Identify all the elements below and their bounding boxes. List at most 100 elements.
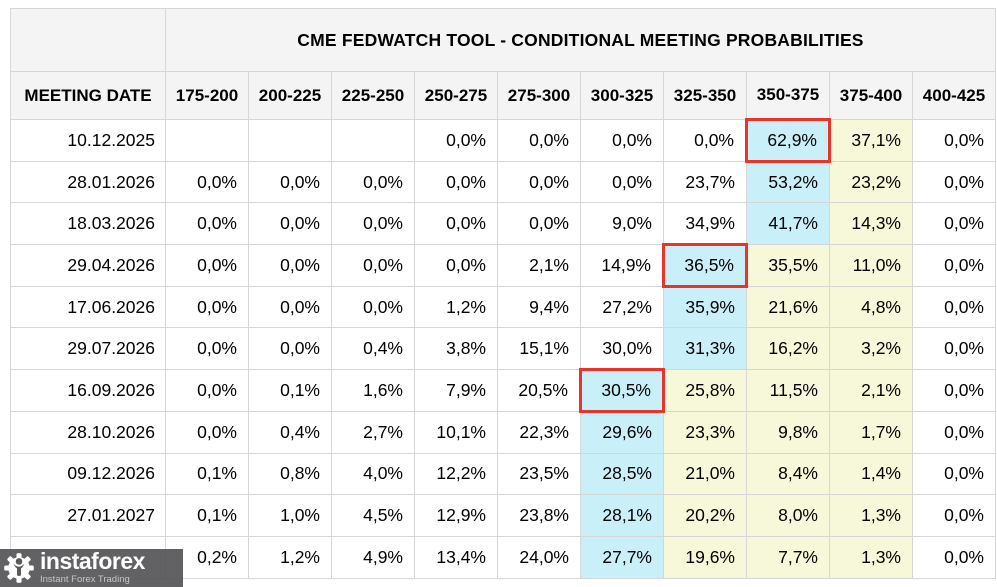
prob-cell-250-275: 0,0% <box>414 202 498 246</box>
column-header-8: 350-375 <box>746 71 830 120</box>
prob-cell-275-300: 2,1% <box>497 244 581 287</box>
prob-cell-200-225: 1,0% <box>248 494 332 537</box>
column-header-7: 325-350 <box>663 71 747 120</box>
prob-cell-250-275: 7,9% <box>414 369 498 412</box>
prob-cell-275-300: 15,1% <box>497 327 581 371</box>
table-row: 29.07.2026 0,0% 0,0% 0,4% 3,8% 15,1% 30,0% 31,3… <box>10 327 996 371</box>
prob-cell-400-425: 0,0% <box>912 160 996 204</box>
prob-cell-275-300: 23,5% <box>497 452 581 496</box>
prob-cell-175-200: 0,1% <box>165 452 249 496</box>
prob-cell-200-225: 0,4% <box>248 410 332 454</box>
prob-cell-375-400: 11,0% <box>829 244 913 287</box>
prob-cell-175-200: 0,0% <box>165 369 249 412</box>
prob-cell-325-350: 19,6% <box>663 535 747 579</box>
column-header-6: 300-325 <box>580 71 664 120</box>
page-title: CME FEDWATCH TOOL - CONDITIONAL MEETING … <box>165 8 996 72</box>
prob-cell-400-425: 0,0% <box>912 452 996 496</box>
prob-cell-250-275: 0,0% <box>414 119 498 162</box>
prob-cell-200-225: 0,0% <box>248 244 332 287</box>
prob-cell-325-350: 21,0% <box>663 452 747 496</box>
prob-cell-250-275: 13,4% <box>414 535 498 579</box>
table-row: 29.04.2026 0,0% 0,0% 0,0% 0,0% 2,1% 14,9% 36,5%… <box>10 243 996 288</box>
prob-cell-400-425: 0,0% <box>912 285 996 329</box>
prob-cell-375-400: 23,2% <box>829 160 913 204</box>
prob-cell-350-375: 16,2% <box>746 327 830 371</box>
prob-cell-200-225: 0,0% <box>248 202 332 246</box>
prob-cell-350-375: 7,7% <box>746 535 830 579</box>
meeting-date-cell: 28.01.2026 <box>10 160 166 204</box>
prob-cell-225-250: 4,5% <box>331 494 415 537</box>
prob-cell-300-325: 28,1% <box>580 494 664 537</box>
prob-cell-300-325: 30,5% <box>579 368 665 413</box>
prob-cell-300-325: 14,9% <box>580 244 664 287</box>
prob-cell-375-400: 14,3% <box>829 202 913 246</box>
instaforex-gear-icon <box>4 553 34 583</box>
instaforex-watermark: instaforex Instant Forex Trading <box>0 549 183 587</box>
prob-cell-250-275: 0,0% <box>414 160 498 204</box>
prob-cell-400-425: 0,0% <box>912 119 996 162</box>
prob-cell-275-300: 0,0% <box>497 160 581 204</box>
meeting-date-cell: 17.06.2026 <box>10 285 166 329</box>
prob-cell-300-325: 30,0% <box>580 327 664 371</box>
prob-cell-175-200: 0,0% <box>165 327 249 371</box>
prob-cell-350-375: 53,2% <box>746 160 830 204</box>
prob-cell-225-250: 0,0% <box>331 244 415 287</box>
prob-cell-225-250: 0,0% <box>331 285 415 329</box>
prob-cell-350-375: 62,9% <box>745 118 831 163</box>
prob-cell-225-250: 4,9% <box>331 535 415 579</box>
prob-cell-275-300: 22,3% <box>497 410 581 454</box>
prob-cell-325-350: 31,3% <box>663 327 747 371</box>
prob-cell-225-250: 0,0% <box>331 160 415 204</box>
prob-cell-175-200: 0,0% <box>165 244 249 287</box>
prob-cell-275-300: 23,8% <box>497 494 581 537</box>
meeting-date-cell: 16.09.2026 <box>10 369 166 412</box>
column-header-4: 250-275 <box>414 71 498 120</box>
prob-cell-350-375: 35,5% <box>746 244 830 287</box>
table-row: 10.12.2025 0,0% 0,0% 0,0% 0,0% 62,9% 37,1% 0,0% <box>10 118 996 163</box>
table-row: 28.10.2026 0,0% 0,4% 2,7% 10,1% 22,3% 29,6% 23,… <box>10 410 996 454</box>
column-header-1: 175-200 <box>165 71 249 120</box>
prob-cell-350-375: 8,0% <box>746 494 830 537</box>
prob-cell-350-375: 41,7% <box>746 202 830 246</box>
prob-cell-400-425: 0,0% <box>912 535 996 579</box>
prob-cell-275-300: 0,0% <box>497 119 581 162</box>
prob-cell-325-350: 34,9% <box>663 202 747 246</box>
prob-cell-400-425: 0,0% <box>912 244 996 287</box>
prob-cell-250-275: 12,9% <box>414 494 498 537</box>
column-header-row: MEETING DATE 175-200 200-225 225-250 250… <box>10 71 996 120</box>
table-row: 28.01.2026 0,0% 0,0% 0,0% 0,0% 0,0% 0,0% 23,7% 5… <box>10 160 996 204</box>
meeting-date-cell: 09.12.2026 <box>10 452 166 496</box>
prob-cell-175-200: 0,0% <box>165 160 249 204</box>
prob-cell-325-350: 35,9% <box>663 285 747 329</box>
column-header-2: 200-225 <box>248 71 332 120</box>
prob-cell-175-200: 0,0% <box>165 202 249 246</box>
prob-cell-325-350: 25,8% <box>663 369 747 412</box>
table-row: 09.12.2026 0,1% 0,8% 4,0% 12,2% 23,5% 28,5% 21,… <box>10 452 996 496</box>
prob-cell-325-350: 36,5% <box>662 243 748 288</box>
prob-cell-200-225: 0,0% <box>248 285 332 329</box>
prob-cell-200-225: 0,8% <box>248 452 332 496</box>
prob-cell-300-325: 9,0% <box>580 202 664 246</box>
prob-cell-250-275: 1,2% <box>414 285 498 329</box>
prob-cell-350-375: 9,8% <box>746 410 830 454</box>
column-header-5: 275-300 <box>497 71 581 120</box>
prob-cell-200-225: 0,0% <box>248 327 332 371</box>
meeting-date-cell: 27.01.2027 <box>10 494 166 537</box>
prob-cell-275-300: 0,0% <box>497 202 581 246</box>
prob-cell-375-400: 1,3% <box>829 494 913 537</box>
prob-cell-225-250: 0,4% <box>331 327 415 371</box>
prob-cell-175-200: 0,0% <box>165 410 249 454</box>
prob-cell-250-275: 0,0% <box>414 244 498 287</box>
prob-cell-275-300: 24,0% <box>497 535 581 579</box>
meeting-date-cell: 29.04.2026 <box>10 244 166 287</box>
meeting-date-cell: 10.12.2025 <box>10 119 166 162</box>
prob-cell-275-300: 20,5% <box>497 369 581 412</box>
prob-cell-300-325: 29,6% <box>580 410 664 454</box>
table-row: 18.03.2026 0,0% 0,0% 0,0% 0,0% 0,0% 9,0% 34,9% 4… <box>10 202 996 246</box>
column-header-3: 225-250 <box>331 71 415 120</box>
meeting-date-cell: 29.07.2026 <box>10 327 166 371</box>
prob-cell-250-275: 12,2% <box>414 452 498 496</box>
prob-cell-400-425: 0,0% <box>912 369 996 412</box>
prob-cell-300-325: 27,2% <box>580 285 664 329</box>
meeting-date-cell: 18.03.2026 <box>10 202 166 246</box>
